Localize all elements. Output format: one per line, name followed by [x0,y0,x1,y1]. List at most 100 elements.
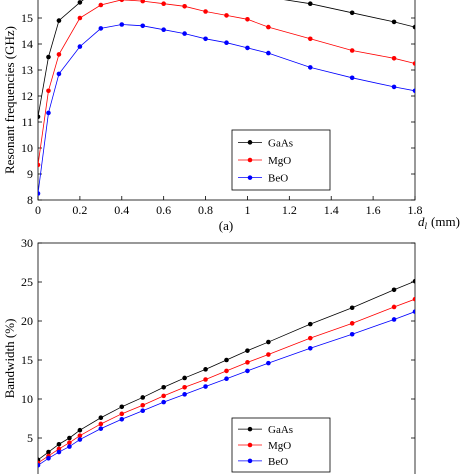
data-point [266,352,271,357]
data-point [203,384,208,389]
data-point [412,278,415,284]
data-point [77,437,83,442]
data-point [77,15,83,21]
x-axis-title: dl (mm) [418,214,460,231]
data-point [46,54,51,60]
y-axis-title: Bandwidth (%) [2,319,17,399]
data-point [307,346,313,351]
legend-label: GaAs [268,137,293,149]
legend-marker [247,157,253,163]
legend-label: BeO [268,173,288,185]
series-line [38,0,415,165]
data-point [46,110,51,116]
data-point [412,24,415,30]
data-point [391,56,397,61]
data-point [98,2,104,8]
data-point [224,357,229,363]
data-point [182,385,187,390]
y-tick-label: 10 [21,141,33,155]
data-point [182,31,187,36]
data-point [203,367,208,372]
x-tick-label: 1.6 [366,203,381,217]
y-tick-label: 12 [21,89,33,103]
data-point [140,402,146,408]
data-point [224,368,229,374]
data-point [119,404,125,410]
data-point [56,441,62,447]
x-tick-label: 0.4 [114,203,129,217]
data-point [391,19,397,25]
data-point [119,0,125,3]
data-point [266,339,271,345]
y-tick-label: 20 [21,314,33,328]
data-point [245,348,250,353]
legend-marker [247,458,253,464]
legend-label: BeO [268,456,288,468]
data-point [56,52,62,57]
data-point [349,75,355,81]
x-axis-subscript: l [425,221,428,231]
data-point [307,321,313,327]
y-tick-label: 25 [21,275,33,289]
data-point [349,305,355,311]
legend-marker [247,442,253,448]
data-point [77,0,83,5]
data-point [38,191,41,196]
data-point [245,17,250,22]
data-point [98,415,104,421]
data-point [349,321,355,326]
data-point [119,411,125,417]
data-point [77,433,83,438]
data-point [56,18,62,23]
legend-label: MgO [268,155,291,167]
x-tick-label: 1.2 [282,203,297,217]
x-axis-unit: (mm) [431,214,460,229]
data-point [391,317,397,322]
x-tick-label: 1.4 [324,203,339,217]
data-point [245,45,250,51]
y-tick-label: 5 [27,431,33,445]
y-tick-label: 30 [21,236,33,250]
data-point [161,385,166,390]
data-point [77,44,83,49]
x-tick-label: 1 [244,203,250,217]
data-point [245,360,250,365]
x-tick-label: 0 [35,203,41,217]
data-point [307,335,313,341]
legend-label: GaAs [268,424,293,436]
data-point [307,36,313,42]
legend-marker [247,175,253,180]
series-line [38,0,415,117]
data-point [224,376,229,382]
y-tick-label: 14 [21,37,33,51]
x-tick-label: 0.2 [72,203,87,217]
data-point [140,408,146,414]
data-point [412,61,415,66]
data-point [46,449,51,455]
data-point [140,0,146,4]
data-point [182,392,187,397]
data-point [98,426,104,431]
series-line [38,311,415,466]
data-point [46,88,51,94]
data-point [77,427,83,433]
data-point [203,36,208,42]
data-point [119,22,125,27]
x-axis-symbol: d [418,214,425,229]
data-point [203,377,208,382]
data-point [46,455,51,461]
y-tick-label: 15 [21,11,33,25]
data-point [161,393,166,399]
x-tick-label: 0.6 [156,203,171,217]
data-point [119,416,125,422]
plot-area [38,278,415,468]
data-point [412,88,415,94]
legend-marker [247,426,253,432]
data-point [182,375,187,381]
data-point [349,48,355,53]
data-point [349,331,355,337]
data-point [245,368,250,374]
data-point [391,304,397,310]
legend-marker [247,140,253,145]
